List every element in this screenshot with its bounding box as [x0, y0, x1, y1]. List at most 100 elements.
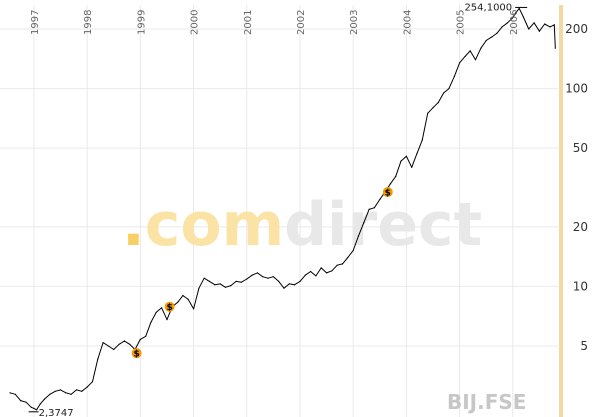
data-point — [506, 22, 509, 24]
data-point — [469, 50, 471, 52]
data-point — [54, 390, 56, 392]
x-tick-label: 1998 — [83, 10, 94, 35]
data-point — [288, 283, 290, 285]
data-point — [182, 294, 184, 297]
dividend-marker: $ — [131, 348, 142, 360]
y-tick-label: 5 — [580, 339, 588, 353]
data-point — [25, 401, 27, 403]
watermark-com: com — [145, 190, 284, 260]
data-point — [20, 400, 22, 402]
data-point — [421, 139, 423, 141]
data-point — [427, 112, 429, 114]
data-point — [533, 22, 535, 24]
data-point — [544, 23, 546, 25]
data-point — [304, 274, 306, 276]
data-point — [554, 47, 556, 49]
data-point — [240, 281, 242, 283]
data-point — [224, 286, 227, 288]
dividend-marker: $ — [164, 301, 175, 313]
data-point — [246, 278, 248, 280]
x-axis-labels: 1997 1998 1999 2000 2001 2002 2003 2004 2005 2006 — [30, 10, 520, 35]
data-point — [368, 208, 370, 210]
min-value-label: 2,3747 — [39, 408, 74, 417]
data-point — [59, 389, 62, 391]
data-point — [553, 24, 555, 26]
data-point — [75, 389, 78, 391]
data-point — [102, 342, 104, 344]
x-tick-label: 2004 — [402, 10, 413, 35]
data-point — [30, 406, 32, 408]
y-tick-label: 10 — [573, 279, 588, 293]
data-point — [161, 307, 163, 309]
data-point — [538, 30, 541, 32]
data-point — [518, 7, 520, 9]
dividend-marker-circle — [164, 301, 175, 312]
data-point — [485, 39, 487, 42]
watermark-direct: direct — [284, 190, 482, 260]
data-point — [522, 16, 525, 18]
max-value-label: 254,1000 — [464, 2, 512, 13]
annotations: 254,1000 2,3747 — [28, 2, 528, 417]
ticker-label: BIJ.FSE — [447, 390, 526, 414]
data-point — [514, 12, 517, 14]
data-point — [331, 270, 333, 272]
data-point — [91, 381, 94, 383]
x-tick-label: 1999 — [136, 10, 147, 35]
data-point — [549, 26, 551, 28]
watermark-dot: . — [122, 190, 145, 260]
data-point — [310, 270, 312, 273]
dividend-marker-symbol: $ — [133, 350, 139, 360]
data-point — [272, 276, 274, 278]
data-point — [432, 107, 434, 109]
data-point — [501, 26, 503, 28]
data-point — [363, 222, 365, 224]
data-point — [9, 392, 11, 394]
x-tick-label: 2001 — [243, 10, 254, 35]
data-point — [405, 155, 407, 157]
data-point — [262, 276, 264, 278]
data-point — [352, 249, 354, 252]
data-point — [437, 101, 439, 104]
data-point — [97, 358, 99, 360]
y-tick-label: 20 — [573, 220, 588, 234]
dividend-markers: $ $ $ — [131, 187, 393, 360]
data-point — [474, 59, 477, 61]
data-point — [177, 301, 179, 303]
watermark: .comdirect — [122, 190, 482, 260]
data-point — [448, 88, 450, 90]
data-point — [107, 345, 109, 347]
data-point — [208, 280, 211, 282]
y-tick-label: 100 — [565, 82, 588, 96]
data-point — [512, 17, 514, 19]
data-point — [203, 277, 205, 279]
data-point — [145, 335, 147, 337]
data-point — [139, 338, 141, 340]
price-series — [9, 7, 556, 411]
data-point — [187, 298, 189, 300]
data-point — [357, 235, 360, 237]
data-point — [33, 407, 35, 409]
dividend-marker-symbol: $ — [166, 303, 172, 313]
data-point — [459, 62, 461, 64]
data-point — [453, 76, 455, 78]
data-point — [219, 283, 221, 285]
data-point — [480, 47, 482, 49]
data-point — [155, 311, 157, 313]
data-point — [294, 284, 296, 286]
axis-bar — [559, 5, 563, 417]
data-point — [411, 166, 413, 168]
data-point — [267, 277, 269, 279]
data-point — [464, 56, 466, 58]
data-point — [39, 403, 41, 405]
data-point — [65, 392, 67, 394]
y-tick-label: 200 — [565, 22, 588, 36]
data-point — [49, 393, 51, 395]
data-point — [235, 280, 237, 282]
x-tick-label: 2002 — [296, 10, 307, 35]
data-point — [395, 175, 397, 177]
x-tick-label: 2003 — [349, 10, 360, 35]
y-axis-labels: 200 100 50 20 10 5 — [565, 22, 588, 353]
data-point — [129, 343, 131, 345]
